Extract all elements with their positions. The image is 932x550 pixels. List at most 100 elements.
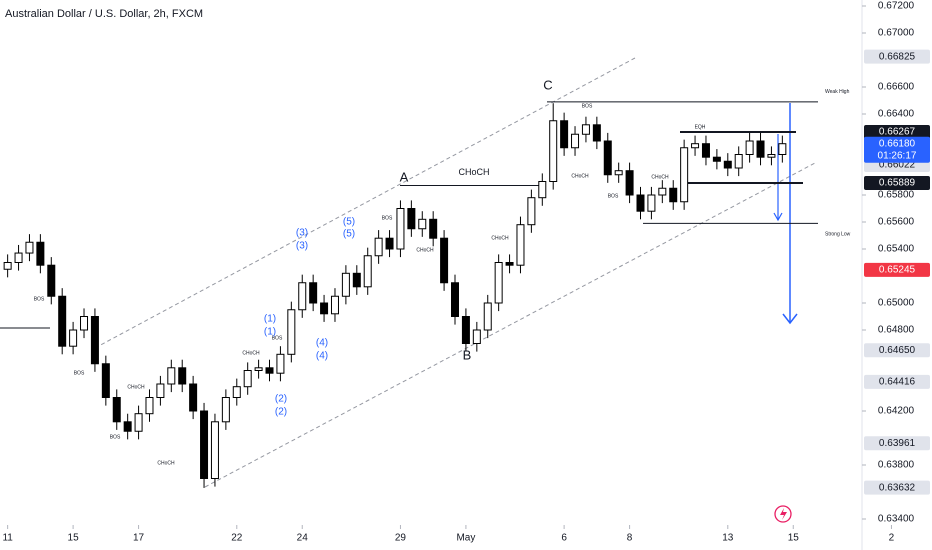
y-tick-label: 0.65600 (878, 217, 915, 228)
candle (320, 294, 329, 322)
candle-body (560, 120, 569, 149)
price-label-box (864, 136, 930, 163)
price-label: 0.64416 (879, 376, 916, 387)
candle (571, 126, 580, 156)
x-tick-label: 24 (297, 533, 309, 544)
price-label-box (864, 49, 930, 64)
annotation: (4) (316, 351, 328, 362)
channel-lower (204, 162, 816, 488)
candle-body (723, 160, 732, 169)
price-label: 0.66267 (879, 127, 916, 138)
y-tick-label: 0.63800 (878, 460, 915, 471)
annotation: CHoCH (127, 384, 145, 390)
candle-body (25, 241, 34, 254)
candle (429, 211, 438, 247)
x-tick-label: 6 (561, 533, 567, 544)
candle-body (691, 143, 700, 149)
y-tick-label: 0.65000 (878, 298, 915, 309)
candle (298, 274, 307, 318)
candle (287, 301, 296, 363)
y-tick-label: 0.67200 (878, 1, 915, 12)
x-tick-label: 13 (722, 533, 734, 544)
candle (14, 244, 23, 271)
level-label: CHoCH (458, 167, 489, 177)
icon-ring (774, 505, 792, 523)
candle (756, 132, 765, 166)
candle-body (69, 329, 78, 347)
candle-body (58, 295, 67, 347)
annotation: (1) (264, 327, 276, 338)
candle-body (407, 208, 416, 230)
arrow-head (773, 212, 783, 222)
candle-body (80, 316, 89, 331)
price-label: 0.64650 (879, 345, 916, 356)
candle (145, 389, 154, 422)
candle-body (505, 262, 514, 266)
projection-arrow (773, 103, 798, 325)
candle (276, 346, 285, 382)
candle (58, 288, 67, 355)
candle-body (90, 316, 99, 365)
candle (363, 247, 372, 295)
candle (701, 135, 710, 166)
annotation: (3) (296, 241, 308, 252)
candle (90, 308, 99, 372)
candle-body (385, 237, 394, 250)
annotation: C (543, 77, 552, 92)
candle (156, 375, 165, 406)
candle (385, 230, 394, 258)
candle-body (581, 124, 590, 135)
price-label: 0.65245 (879, 265, 916, 276)
candle (745, 132, 754, 163)
candle-body (603, 140, 612, 176)
candle-body (625, 170, 634, 196)
candle (396, 200, 405, 258)
candle (516, 216, 525, 274)
chart-title: Australian Dollar / U.S. Dollar, 2h, FXC… (5, 8, 203, 20)
candle-body (527, 197, 536, 226)
candle-body (232, 386, 241, 399)
candle-body (309, 282, 318, 304)
candle-body (36, 241, 45, 266)
price-label: 0.66180 (879, 138, 916, 149)
price-label-box (864, 343, 930, 358)
candle (603, 132, 612, 183)
y-tick-label: 0.64200 (878, 406, 915, 417)
candle-body (767, 154, 776, 158)
candle-body (745, 140, 754, 155)
candle (36, 234, 45, 274)
candle-body (647, 194, 656, 212)
candle-body (418, 218, 427, 230)
candle-body (658, 187, 667, 196)
annotation: B (463, 347, 472, 362)
candle (592, 116, 601, 150)
candle (265, 359, 274, 382)
candle (767, 146, 776, 166)
candle (494, 254, 503, 312)
candle (712, 149, 721, 170)
annotation: (4) (316, 338, 328, 349)
candle (330, 288, 339, 322)
annotation: BOS (110, 434, 121, 440)
candle (549, 103, 558, 190)
candle (232, 378, 241, 406)
price-label-box (864, 480, 930, 495)
candle (243, 362, 252, 395)
alert-icon[interactable] (774, 505, 792, 523)
candle (527, 189, 536, 233)
candle-body (276, 353, 285, 374)
candle (189, 375, 198, 420)
price-label: 0.63632 (879, 482, 916, 493)
price-label: 0.66825 (879, 51, 916, 62)
candle-body (396, 208, 405, 250)
x-tick-label: 11 (2, 533, 13, 544)
candle (440, 230, 449, 291)
y-tick-label: 0.65800 (878, 190, 915, 201)
candle (352, 265, 361, 295)
candle (581, 116, 590, 143)
candle-body (178, 367, 187, 385)
candle (341, 265, 350, 305)
annotation: BOS (272, 335, 283, 341)
arrow-head (782, 313, 798, 325)
candle-body (374, 237, 383, 257)
